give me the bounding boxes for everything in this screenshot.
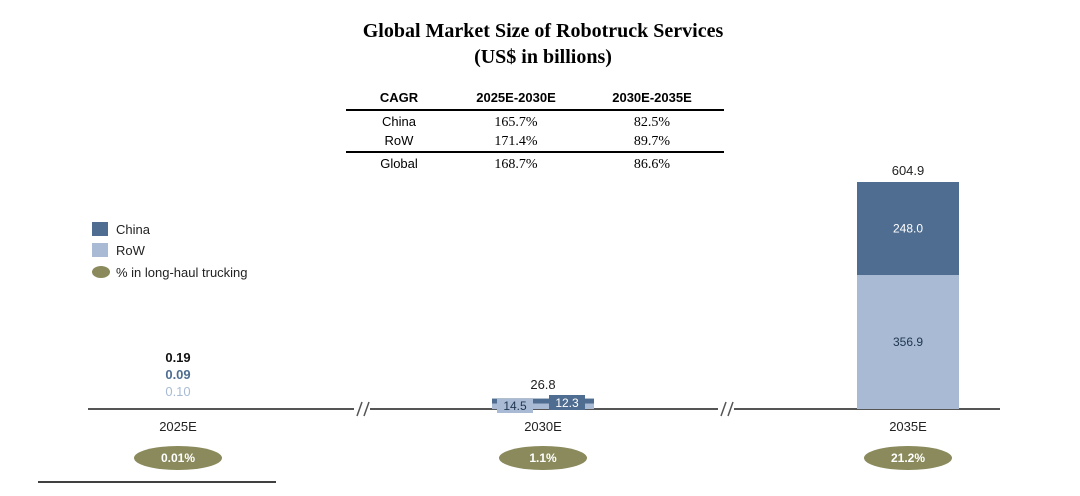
legend-swatch-long-haul — [92, 266, 110, 278]
bar-row-2030 — [492, 403, 594, 409]
category-label-2025E: 2025E — [159, 419, 197, 434]
chart-title-main: Global Market Size of Robotruck Services — [362, 20, 724, 42]
value-label-row-2030: 14.5 — [503, 399, 527, 413]
value-label-china-2035: 248.0 — [893, 222, 923, 236]
table-row-row-cagr-2: 89.7% — [634, 134, 671, 149]
legend-label-china: China — [116, 222, 151, 237]
legend-label-row: RoW — [116, 243, 146, 258]
axis-break-2 — [720, 401, 734, 417]
chart-subtitle: (US$ in billions) — [474, 46, 612, 68]
callout-box-china-2030 — [549, 395, 585, 410]
axis-break-1 — [356, 401, 370, 417]
labels-layer: 0.19 0.09 0.10 2025E 0.01% 14.5 12.326.8 2030E 1… — [134, 163, 952, 470]
value-label-china-2030: 12.3 — [555, 396, 579, 410]
value-label-row-2035: 356.9 — [893, 335, 923, 349]
value-label-china-2025: 0.09 — [165, 367, 190, 382]
value-label-total-2025: 0.19 — [165, 350, 190, 365]
legend: China RoW % in long-haul trucking — [92, 222, 248, 280]
table-row-china-label: China — [382, 114, 417, 129]
table-header-3: 2030E-2035E — [612, 90, 692, 105]
bar-china-2035 — [857, 182, 959, 276]
table-row-global-label: Global — [380, 156, 418, 171]
value-label-row-2025: 0.10 — [165, 384, 190, 399]
long-haul-oval-2035E — [864, 446, 952, 470]
long-haul-label-2035E: 21.2% — [891, 451, 925, 465]
long-haul-oval-2030E — [499, 446, 587, 470]
value-label-total-2035: 604.9 — [892, 163, 925, 178]
table-row-row-cagr-1: 171.4% — [494, 134, 538, 149]
long-haul-label-2030E: 1.1% — [529, 451, 557, 465]
long-haul-oval-2025E — [134, 446, 222, 470]
table-header-2: 2025E-2030E — [476, 90, 556, 105]
legend-label-long-haul: % in long-haul trucking — [116, 265, 248, 280]
long-haul-label-2025E: 0.01% — [161, 451, 195, 465]
table-row-china-cagr-2: 82.5% — [634, 115, 671, 130]
bars-layer — [492, 182, 959, 409]
legend-swatch-row — [92, 243, 108, 257]
table-row-global-cagr-1: 168.7% — [494, 157, 538, 172]
category-label-2035E: 2035E — [889, 419, 927, 434]
callout-box-row-2030 — [497, 399, 533, 413]
table-header-1: CAGR — [380, 90, 419, 105]
bar-china-2030 — [492, 398, 594, 404]
legend-swatch-china — [92, 222, 108, 236]
value-label-total-2030: 26.8 — [530, 377, 555, 392]
table-row-global-cagr-2: 86.6% — [634, 157, 671, 172]
chart-title: Global Market Size of Robotruck Services… — [300, 18, 786, 70]
category-label-2030E: 2030E — [524, 419, 562, 434]
table-row-china-cagr-1: 165.7% — [494, 115, 538, 130]
cagr-table: CAGR 2025E-2030E 2030E-2035E China 165.7… — [346, 90, 724, 172]
bar-row-2035 — [857, 275, 959, 409]
table-row-row-label: RoW — [385, 133, 415, 148]
